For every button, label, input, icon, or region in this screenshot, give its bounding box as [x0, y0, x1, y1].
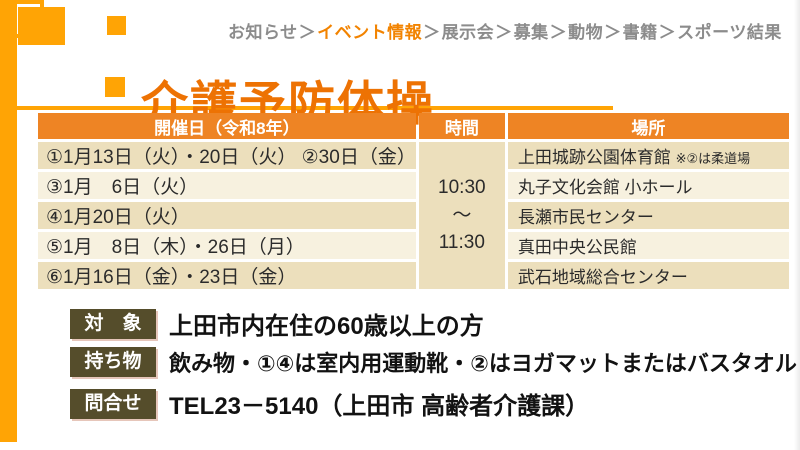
items-to-bring-text: 飲み物・①④は室内用運動靴・②はヨガマットまたはバスタオル [169, 351, 797, 376]
place-cell-4: 真田中央公民館 [507, 232, 789, 259]
category-animals[interactable]: 動物 [568, 23, 604, 42]
header-place: 場所 [507, 113, 789, 139]
items-to-bring-badge: 持ち物 [70, 347, 156, 377]
time-start: 10:30 [438, 177, 486, 199]
table-row: ⑥1月16日（金）・23日（金） 武石地域総合センター [38, 262, 789, 289]
date-cell-2: ③1月 6日（火） [38, 172, 416, 199]
header-date: 開催日（令和8年） [38, 113, 416, 139]
right-edge-shadow [794, 0, 800, 450]
breadcrumb-separator: ＞ [423, 23, 441, 42]
title-bullet-square [105, 77, 125, 97]
table-header-row: 開催日（令和8年） 時間 場所 [38, 113, 789, 139]
category-recruit[interactable]: 募集 [513, 23, 549, 42]
table-row: ④1月20日（火） 長瀬市民センター [38, 202, 789, 229]
place-note: ※②は柔道場 [675, 151, 751, 166]
breadcrumb-separator: ＞ [549, 23, 568, 42]
breadcrumb-separator: ＞ [495, 23, 513, 42]
date-cell-3: ④1月20日（火） [38, 202, 416, 229]
target-badge: 対 象 [70, 308, 156, 339]
breadcrumb-separator: ＞ [658, 23, 677, 42]
place-cell-2: 丸子文化会館 小ホール [507, 172, 789, 199]
time-tilde: ～ [452, 204, 472, 226]
table-row: ①1月13日（火）・20日（火） ②30日（金） 10:30 ～ 11:30 上… [38, 142, 789, 289]
category-sports-results[interactable]: スポーツ結果 [677, 23, 782, 42]
breadcrumb-separator: ＞ [298, 23, 317, 42]
date-cell-5: ⑥1月16日（金）・23日（金） [38, 262, 416, 289]
category-exhibitions[interactable]: 展示会 [441, 23, 495, 42]
deco-square-small-top [107, 16, 126, 35]
left-accent-bar [0, 0, 17, 442]
deco-square-large [18, 7, 65, 45]
items-to-bring-row: 持ち物 飲み物・①④は室内用運動靴・②はヨガマットまたはバスタオル [70, 346, 797, 378]
category-nav: お知らせ＞イベント情報＞展示会＞募集＞動物＞書籍＞スポーツ結果 [228, 18, 782, 43]
place-cell-5: 武石地域総合センター [507, 262, 789, 289]
time-cell: 10:30 ～ 11:30 [418, 142, 505, 289]
category-news[interactable]: お知らせ [228, 23, 298, 42]
date-cell-4: ⑤1月 8日（木）・26日（月） [38, 232, 416, 259]
schedule-table: 開催日（令和8年） 時間 場所 ①1月13日（火）・20日（火） ②30日（金）… [35, 110, 792, 292]
table-row: ③1月 6日（火） 丸子文化会館 小ホール [38, 172, 789, 199]
place-cell-1: 上田城跡公園体育館 ※②は柔道場 [507, 142, 789, 169]
category-books[interactable]: 書籍 [622, 23, 658, 42]
contact-text: TEL23－5140（上田市 高齢者介護課） [169, 393, 590, 420]
header-time: 時間 [418, 113, 505, 139]
contact-row: 問合せ TEL23－5140（上田市 高齢者介護課） [70, 386, 589, 421]
place-name: 上田城跡公園体育館 [517, 148, 671, 167]
contact-badge: 問合せ [70, 388, 156, 419]
title-divider-line [17, 106, 613, 110]
table-row: ⑤1月 8日（木）・26日（月） 真田中央公民館 [38, 232, 789, 259]
time-end: 11:30 [438, 232, 485, 254]
target-text: 上田市内在住の60歳以上の方 [169, 313, 484, 340]
date-cell-1: ①1月13日（火）・20日（火） ②30日（金） [38, 142, 416, 169]
place-cell-3: 長瀬市民センター [507, 202, 789, 229]
breadcrumb-separator: ＞ [604, 23, 622, 42]
target-row: 対 象 上田市内在住の60歳以上の方 [70, 306, 484, 341]
category-events-active[interactable]: イベント情報 [317, 23, 423, 42]
